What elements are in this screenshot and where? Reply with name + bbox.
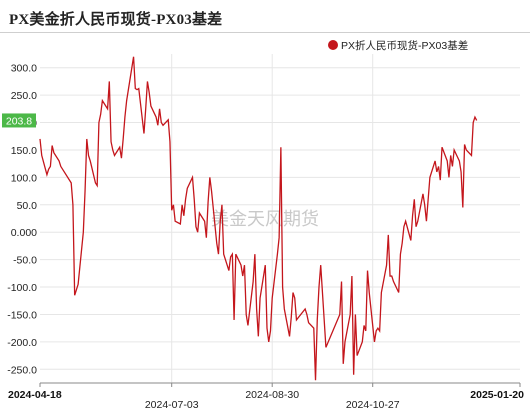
y-tick-label: -100.0 bbox=[7, 282, 37, 294]
y-tick-label: 150.0 bbox=[11, 145, 37, 157]
series-line bbox=[39, 56, 478, 381]
last-value-label: 203.8 bbox=[6, 115, 32, 127]
y-tick-label: 0.000 bbox=[11, 227, 37, 239]
y-tick-label: -150.0 bbox=[7, 309, 37, 321]
y-tick-label: 100.0 bbox=[11, 172, 37, 184]
y-tick-label: 250.0 bbox=[11, 90, 37, 102]
legend-label: PX折人民币现货-PX03基差 bbox=[341, 39, 468, 52]
x-tick-label: 2024-10-27 bbox=[346, 399, 400, 411]
x-tick-label: 2024-04-18 bbox=[8, 389, 62, 401]
y-tick-label: 50.0 bbox=[17, 200, 38, 212]
last-value-badge bbox=[2, 113, 36, 128]
x-tick-label: 2024-07-03 bbox=[145, 399, 199, 411]
x-tick-label: 2024-08-30 bbox=[245, 389, 299, 401]
y-axis-ticks: 300.0250.0200.0150.0100.050.00.000-50.0-… bbox=[7, 63, 37, 377]
x-tick-label: 2025-01-20 bbox=[470, 389, 524, 401]
chart-title: PX美金折人民币现货-PX03基差 bbox=[9, 12, 223, 28]
watermark: 美金天风期货 bbox=[211, 209, 319, 229]
last-value-marker: 203.8 bbox=[2, 113, 36, 128]
legend[interactable]: PX折人民币现货-PX03基差 bbox=[328, 39, 468, 52]
y-tick-label: -200.0 bbox=[7, 337, 37, 349]
x-axis-ticks: 2024-04-18 2024-07-03 2024-08-30 2024-10-27… bbox=[8, 383, 524, 411]
title-divider bbox=[0, 32, 530, 33]
legend-dot-icon bbox=[328, 40, 338, 50]
y-tick-label: -50.0 bbox=[13, 255, 37, 267]
y-tick-label: 300.0 bbox=[11, 63, 37, 75]
y-tick-label: -250.0 bbox=[7, 364, 37, 376]
